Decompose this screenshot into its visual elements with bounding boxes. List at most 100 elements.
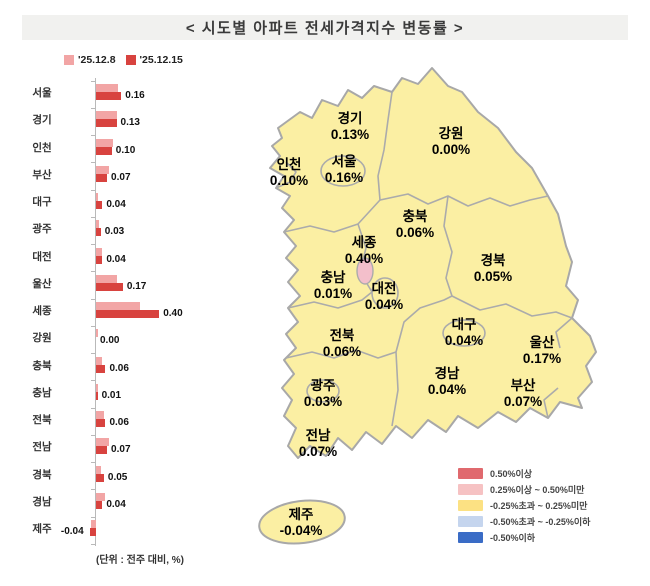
axis-tick xyxy=(91,244,95,245)
map-region-name: 전북 xyxy=(329,328,355,343)
map-region-label: 강원 0.00% xyxy=(432,126,470,158)
curr-week-bar xyxy=(96,500,103,509)
map-region-label: 서울 0.16% xyxy=(325,154,363,186)
bar-category-label: 강원 xyxy=(32,332,52,345)
curr-week-bar xyxy=(89,528,96,536)
prev-week-bar xyxy=(96,84,119,92)
prev-week-bar xyxy=(96,274,117,283)
map-legend-item: -0.50%이하 xyxy=(458,530,590,544)
axis-tick xyxy=(91,407,95,409)
map-region-label: 인천 0.10% xyxy=(270,157,308,189)
legend-item-prev: '25.12.8 xyxy=(64,54,116,66)
prev-week-bar xyxy=(96,220,100,229)
axis-tick xyxy=(91,353,95,354)
map-region-name: 울산 xyxy=(529,335,555,350)
map-region-name: 충북 xyxy=(402,209,428,224)
page-title: < 시도별 아파트 전세가격지수 변동률 > xyxy=(22,15,628,40)
map-region-label: 울산 0.17% xyxy=(523,335,561,367)
axis-tick xyxy=(91,516,95,518)
map-region-value: 0.40% xyxy=(344,251,384,266)
axis-tick xyxy=(91,271,95,273)
bar-value-label: 0.00 xyxy=(100,335,120,347)
map-region-label: 부산 0.07% xyxy=(504,378,542,410)
legend-curr-label: '25.12.15 xyxy=(139,54,183,66)
prev-week-bar xyxy=(96,111,117,120)
axis-tick xyxy=(91,216,95,218)
map-region-value: 0.05% xyxy=(473,269,513,284)
prev-week-bar xyxy=(96,411,104,419)
prev-week-swatch-icon xyxy=(64,55,74,65)
map-legend-label: 0.25%이상 ~ 0.50%미만 xyxy=(490,484,585,495)
bar-category-label: 경남 xyxy=(32,495,52,508)
map-region-name: 대전 xyxy=(371,281,397,296)
bar-category-label: 전남 xyxy=(32,441,52,454)
map-region-name: 경남 xyxy=(434,366,460,381)
bar-value-label: 0.07 xyxy=(111,444,131,456)
bar-category-label: 경북 xyxy=(32,468,52,481)
bar-value-label: 0.06 xyxy=(109,362,129,374)
map-legend-swatch-icon xyxy=(458,499,483,511)
bar-value-label: 0.05 xyxy=(107,471,128,483)
bar-value-label: 0.04 xyxy=(106,253,126,265)
map-region-value: 0.17% xyxy=(522,351,562,366)
map-region-value: 0.16% xyxy=(324,170,364,185)
bar-value-label: 0.40 xyxy=(163,308,183,319)
curr-week-swatch-icon xyxy=(125,55,136,65)
map-legend-swatch-icon xyxy=(458,531,483,543)
map-region-name: 제주 xyxy=(288,507,314,522)
bar-value-label: -0.04 xyxy=(60,526,84,537)
map-region-name: 세종 xyxy=(351,235,377,250)
province-borders xyxy=(275,91,573,427)
prev-week-bar xyxy=(96,138,114,147)
curr-week-bar xyxy=(96,173,108,182)
bar-value-label: 0.01 xyxy=(101,389,122,401)
map-region-label: 충북 0.06% xyxy=(396,209,434,241)
bar-category-label: 경기 xyxy=(32,114,52,127)
map-region-value: 0.06% xyxy=(395,225,435,240)
axis-tick xyxy=(91,380,95,382)
bar-value-label: 0.04 xyxy=(106,199,126,210)
map-legend: 0.50%이상 0.25%이상 ~ 0.50%미만 -0.25%초과 ~ 0.25%… xyxy=(458,466,590,546)
map-region-value: 0.13% xyxy=(330,127,370,142)
bar-category-label: 인천 xyxy=(32,141,52,154)
prev-week-bar xyxy=(96,302,141,310)
bar-category-label: 전북 xyxy=(32,414,52,426)
bar-category-label: 충북 xyxy=(32,359,52,372)
curr-week-bar xyxy=(96,310,160,318)
bar-category-label: 충남 xyxy=(32,386,52,399)
bar-value-label: 0.10 xyxy=(115,144,136,156)
map-region-value: 0.07% xyxy=(503,394,543,409)
map-region-name: 충남 xyxy=(320,270,346,285)
bar-chart-legend: '25.12.8 '25.12.15 xyxy=(64,54,193,66)
map-legend-swatch-icon xyxy=(458,467,483,479)
curr-week-bar xyxy=(96,146,112,155)
bar-category-label: 대구 xyxy=(32,196,52,208)
map-region-label: 경남 0.04% xyxy=(428,366,466,398)
prev-week-bar xyxy=(96,465,101,474)
map-region-label: 광주 0.03% xyxy=(304,378,342,410)
axis-tick xyxy=(91,325,95,327)
map-legend-item: 0.25%이상 ~ 0.50%미만 xyxy=(458,482,590,496)
bar-value-label: 0.17 xyxy=(126,280,147,292)
curr-week-bar xyxy=(96,282,123,291)
axis-tick xyxy=(91,462,95,463)
map-region-name: 경기 xyxy=(337,111,363,126)
map-region-name: 인천 xyxy=(276,157,302,172)
curr-week-bar xyxy=(96,201,103,209)
axis-tick xyxy=(91,135,95,136)
map-region-label: 경기 0.13% xyxy=(331,111,369,143)
bar-category-label: 제주 xyxy=(32,523,52,535)
map-region-name: 전남 xyxy=(305,428,331,443)
bar-value-label: 0.06 xyxy=(109,417,129,428)
map-region-label: 대전 0.04% xyxy=(365,281,403,313)
bar-value-label: 0.03 xyxy=(104,226,125,238)
map-region-value: 0.00% xyxy=(431,142,471,157)
prev-week-bar xyxy=(96,193,98,201)
map-region-value: 0.10% xyxy=(269,173,309,188)
bar-category-label: 광주 xyxy=(32,223,52,236)
map-region-label: 제주 -0.04% xyxy=(280,507,323,539)
axis-tick xyxy=(91,107,95,109)
curr-week-bar xyxy=(96,446,108,455)
bar-category-label: 부산 xyxy=(32,168,52,181)
prev-week-bar xyxy=(96,438,109,447)
